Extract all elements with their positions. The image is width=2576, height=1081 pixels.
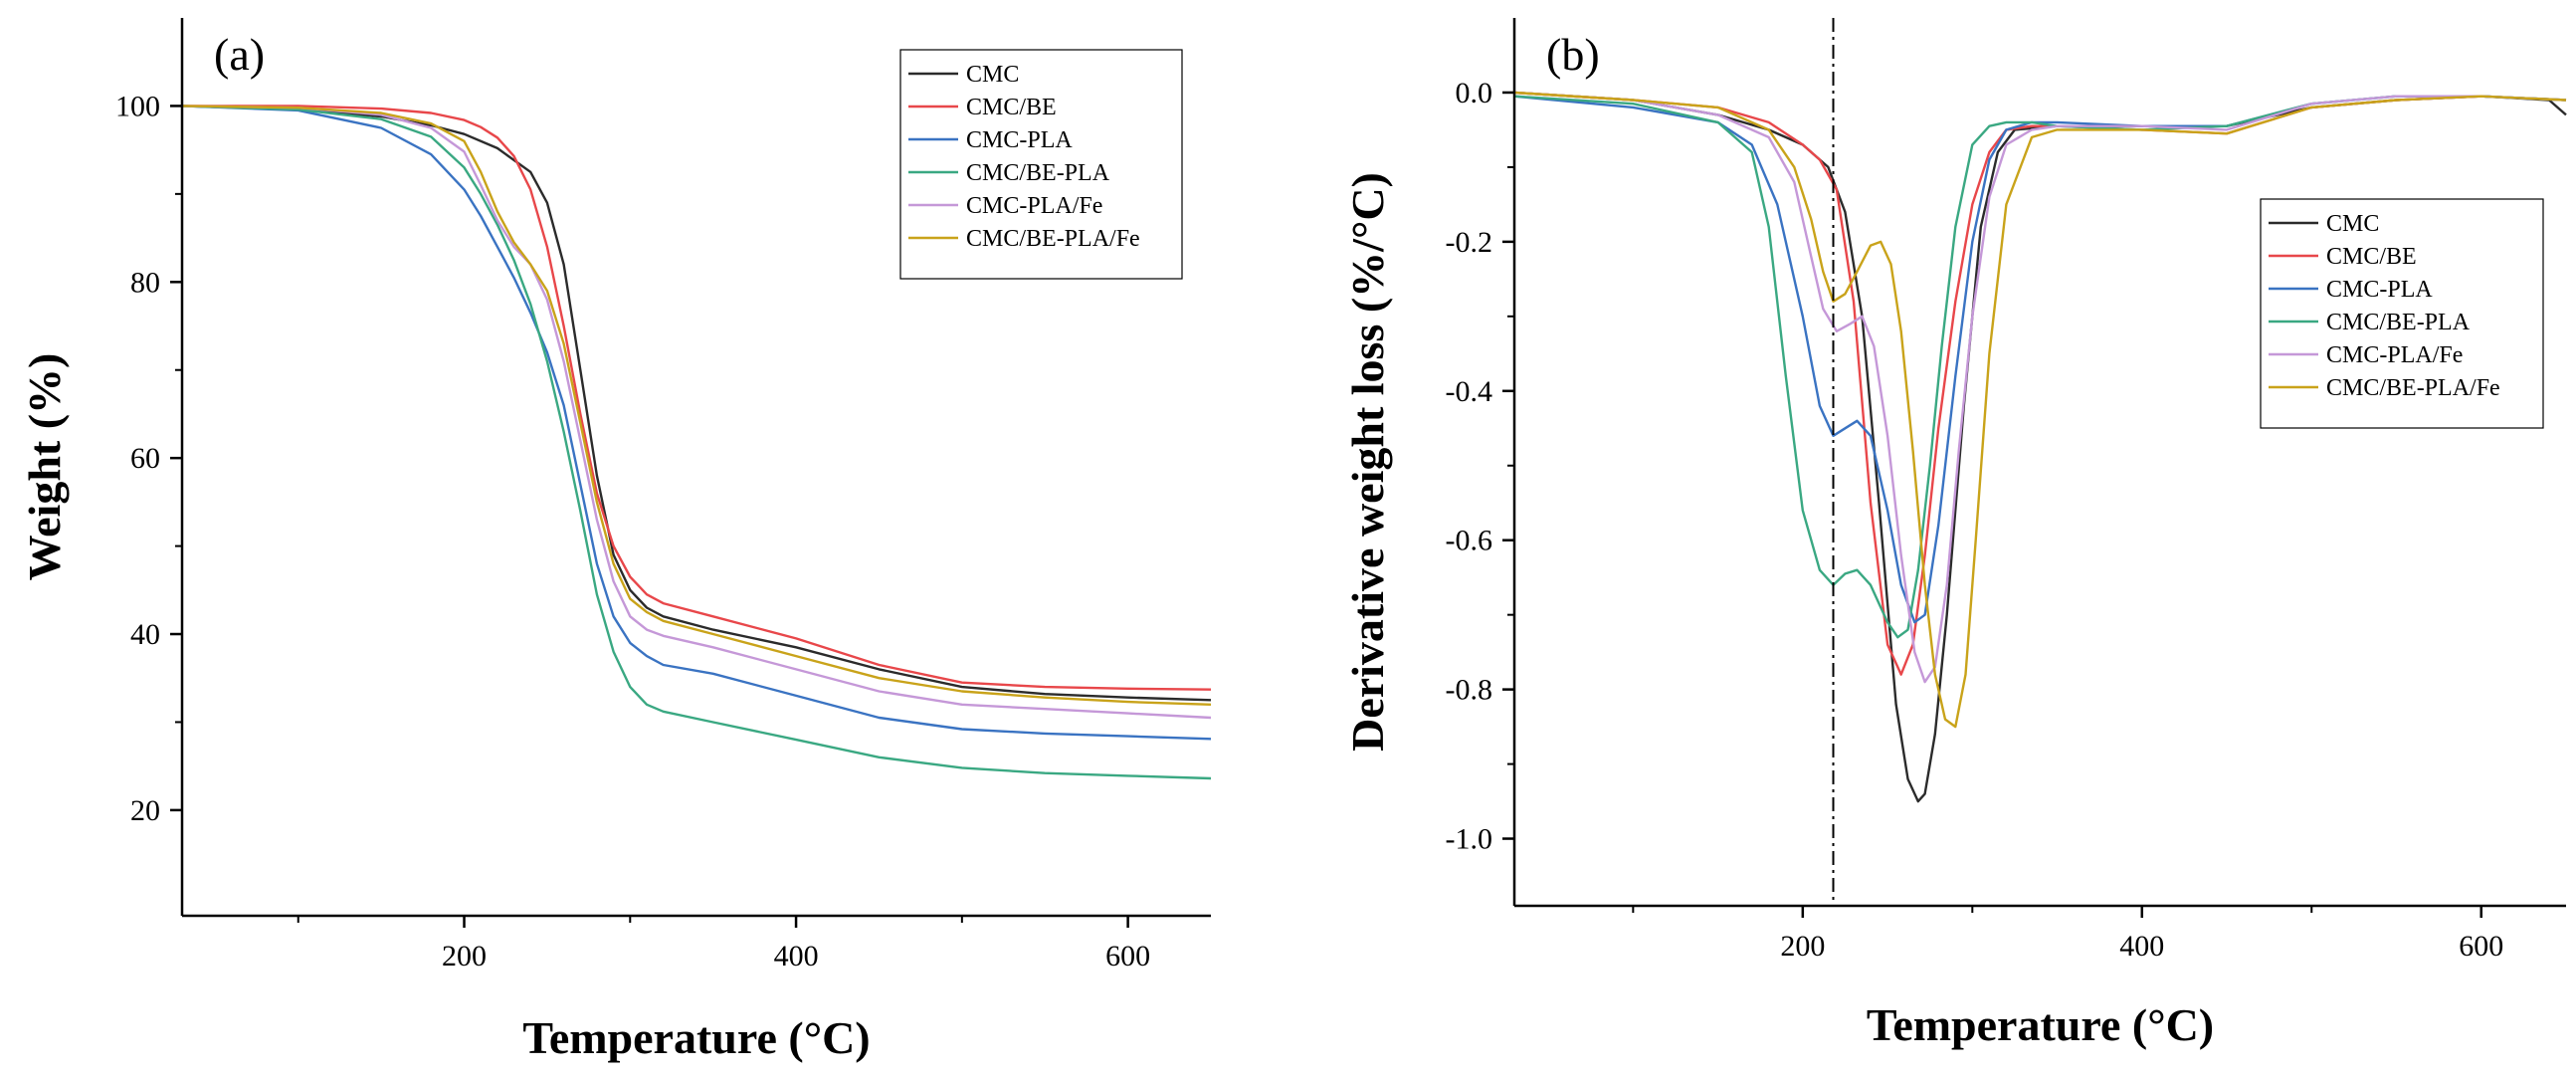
y-tick-label: 20 [130, 794, 160, 827]
series-line-cmc [181, 105, 1212, 702]
legend-entry: CMC-PLA [966, 127, 1073, 153]
legend-box [899, 49, 1183, 280]
y-axis-title: Weight (%) [19, 353, 70, 581]
legend-entry: CMC/BE [2326, 244, 2417, 270]
y-tick-label: 0.0 [1456, 77, 1493, 109]
legend-entry: CMC/BE-PLA/Fe [966, 226, 1140, 252]
legend-entry: CMC [2326, 211, 2379, 237]
panel-b: 200 400 600 0.0 -0.2 -0.4 -0.6 -0.8 -1.0 (b) Tempe… [1342, 18, 2567, 1050]
x-axis-title: Temperature (°C) [522, 1012, 870, 1063]
x-tick-label: 200 [442, 940, 487, 973]
series-line-cmc-pla [1513, 95, 2567, 624]
x-tick-label: 600 [2459, 930, 2503, 963]
x-tick-label: 200 [1780, 930, 1825, 963]
series-line-cmc-be-pla [181, 105, 1212, 780]
y-tick-label: 80 [130, 266, 160, 299]
x-axis-title: Temperature (°C) [1867, 999, 2214, 1050]
legend-box [2260, 198, 2544, 429]
y-tick-label: -0.6 [1446, 525, 1493, 557]
y-tick-label: -0.8 [1446, 674, 1493, 707]
x-tick-label: 600 [1105, 940, 1150, 973]
y-tick-label: -0.2 [1446, 226, 1493, 259]
series-line-cmc-be-pla [1513, 95, 2567, 639]
series-line-cmc-be-pla-fe [181, 105, 1212, 706]
legend-entry: CMC-PLA/Fe [2326, 342, 2463, 368]
x-tick-label: 400 [774, 940, 819, 973]
series-line-cmc-be-pla-fe [1513, 91, 2567, 729]
legend-entry: CMC/BE-PLA [2326, 310, 2471, 335]
series-line-cmc-pla-fe [181, 105, 1212, 720]
legend-entry: CMC/BE [966, 95, 1057, 120]
panel-label: (a) [214, 29, 265, 80]
legend: CMC CMC/BE CMC-PLA CMC/BE-PLA CMC-PLA/Fe CMC/… [899, 49, 1183, 280]
legend-entry: CMC/BE-PLA [966, 160, 1110, 186]
x-tick-label: 400 [2119, 930, 2164, 963]
y-tick-label: -0.4 [1446, 375, 1493, 408]
series-line-cmc-pla-fe [1513, 91, 2567, 684]
panel-label: (b) [1546, 29, 1600, 80]
y-axis-title: Derivative weight loss (%/°C) [1342, 172, 1393, 752]
legend-entry: CMC-PLA/Fe [966, 193, 1102, 219]
y-tick-label: 60 [130, 442, 160, 475]
legend-entry: CMC-PLA [2326, 277, 2433, 303]
legend-entry: CMC [966, 62, 1019, 88]
series-line-cmc-pla [181, 105, 1212, 741]
y-tick-label: 100 [115, 90, 160, 122]
legend-entry: CMC/BE-PLA/Fe [2326, 375, 2500, 401]
legend: CMC CMC/BE CMC-PLA CMC/BE-PLA CMC-PLA/Fe CMC/… [2260, 198, 2544, 429]
panel-a: 200 400 600 20 40 60 80 100 (a) Temperature (°C) W… [19, 18, 1212, 1063]
y-tick-label: -1.0 [1446, 823, 1493, 856]
series-line-cmc-be [182, 105, 1212, 691]
y-tick-label: 40 [130, 618, 160, 651]
